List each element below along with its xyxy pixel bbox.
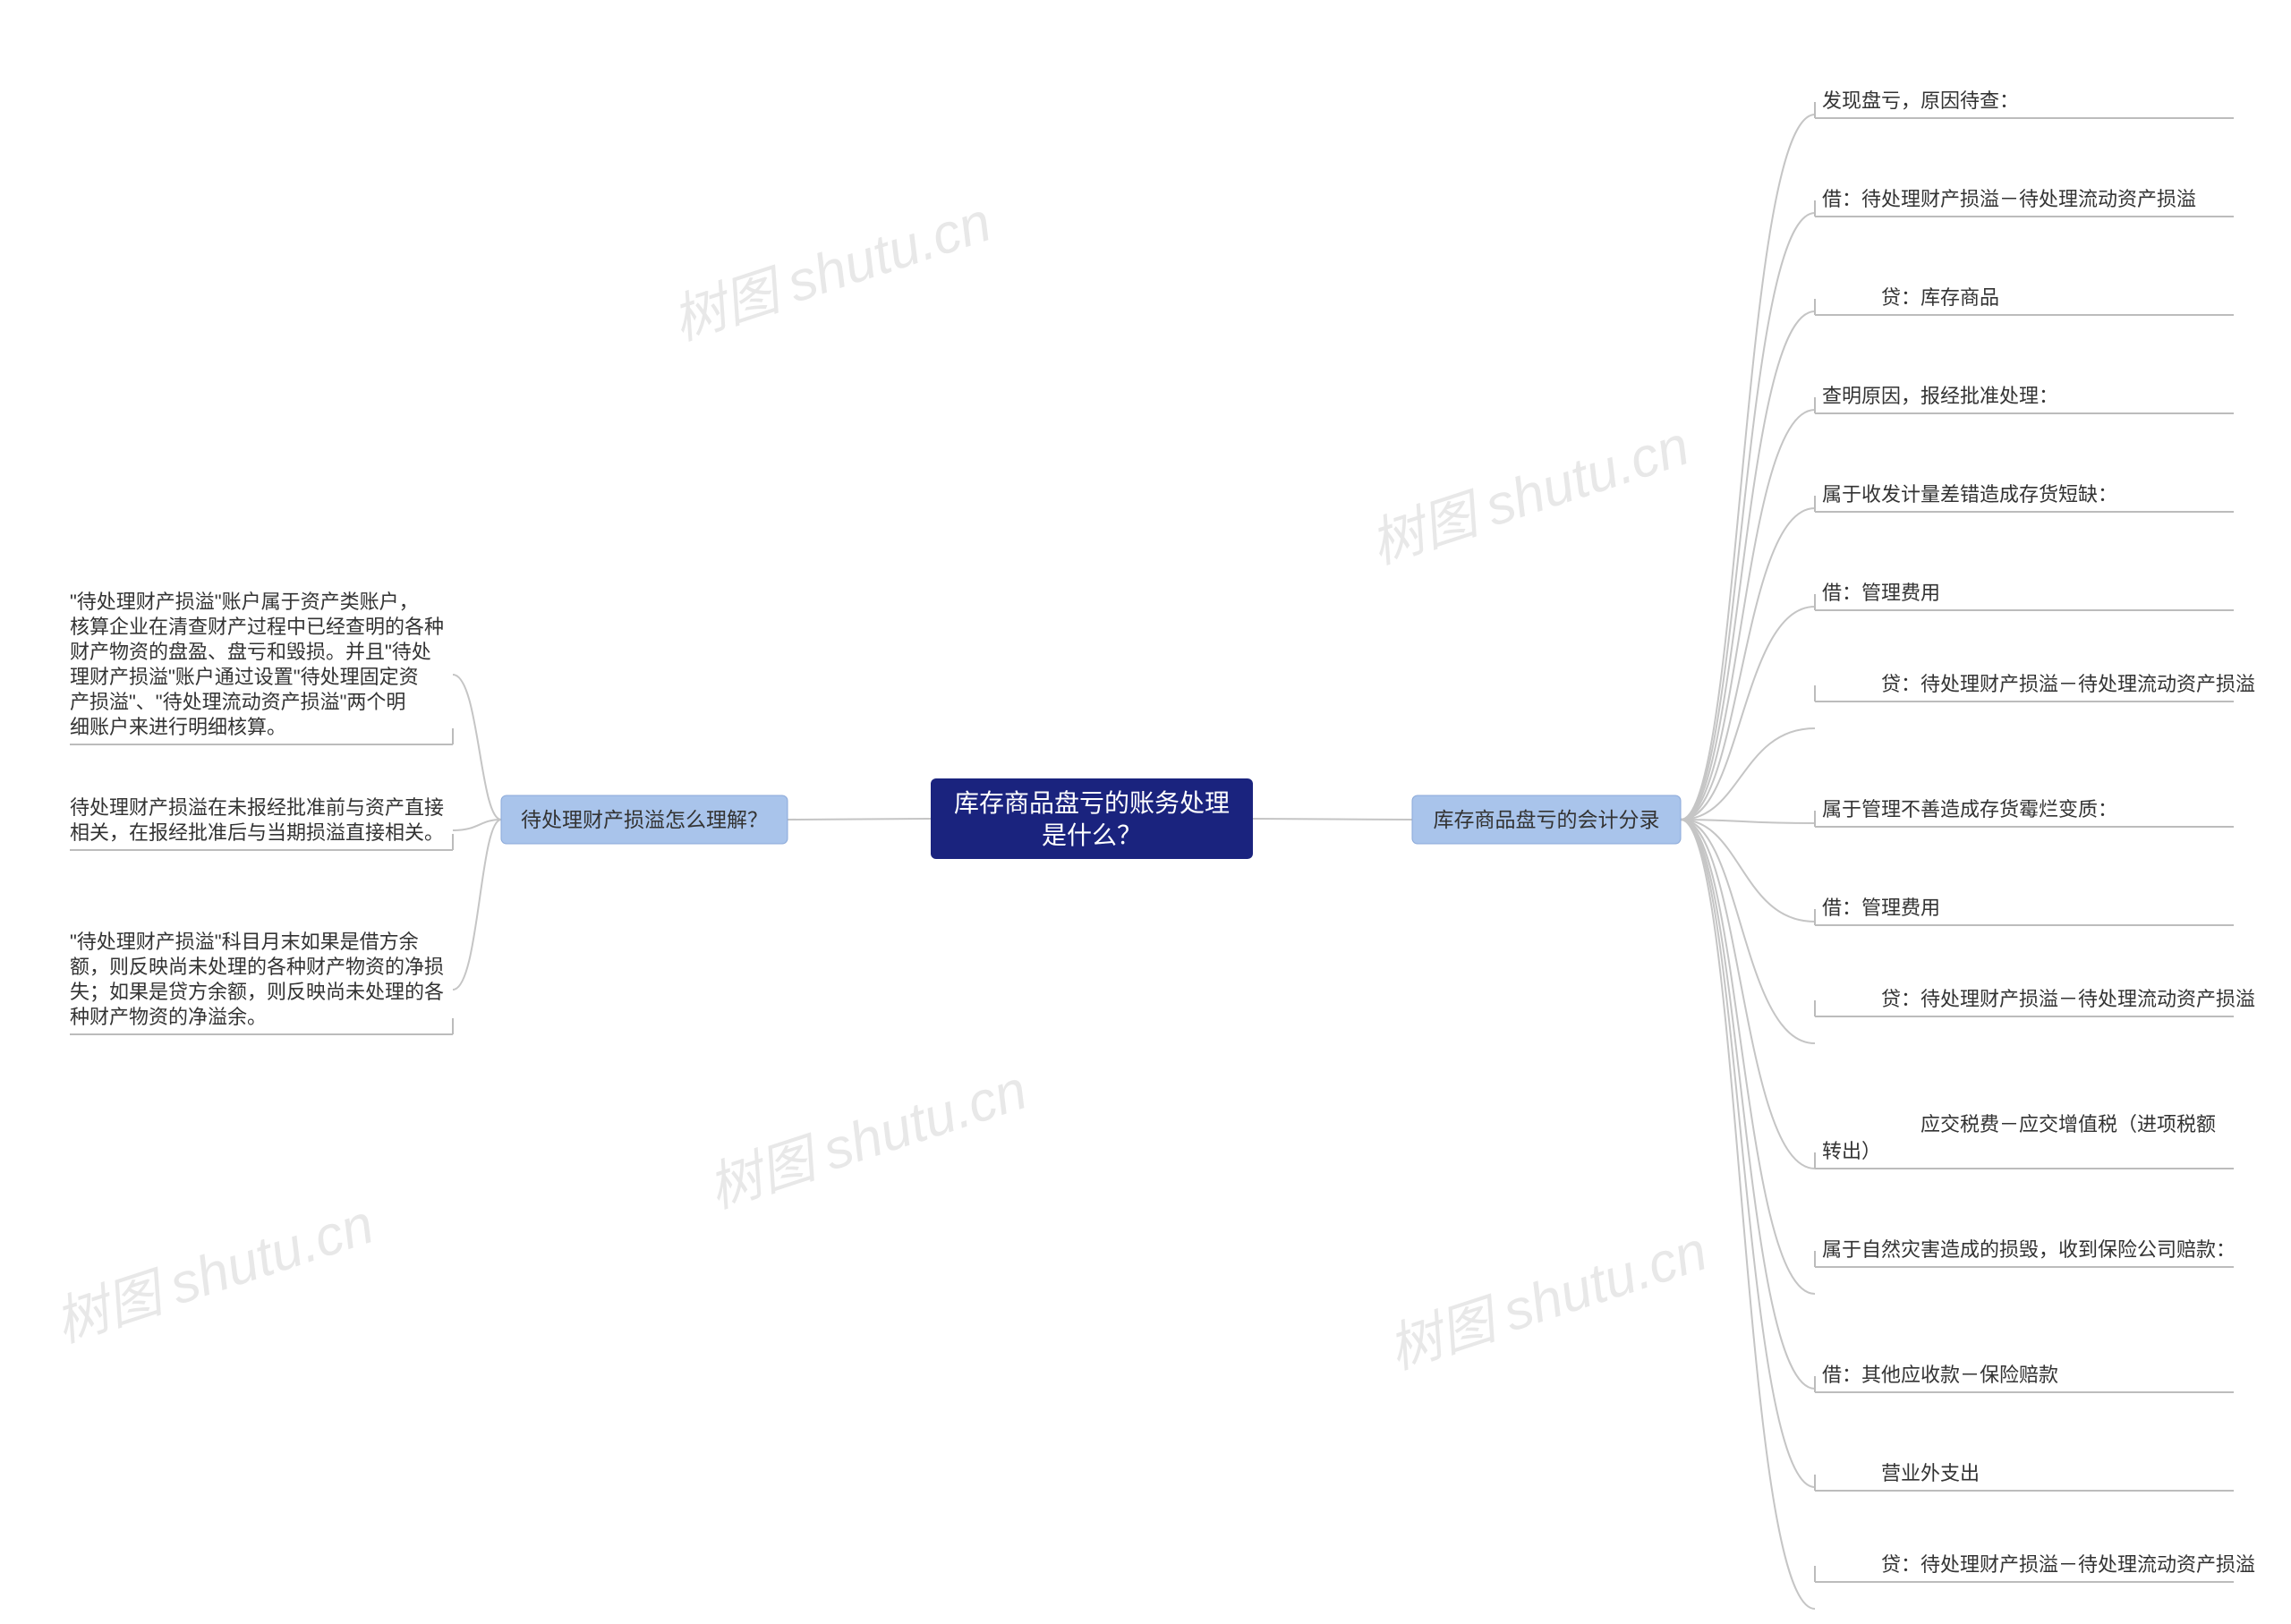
right-leaf-text: 借：其他应收款－保险赔款: [1822, 1364, 2058, 1386]
right-leaf-text: 应交税费－应交增值税（进项税额转出）: [1822, 1113, 2216, 1162]
svg-text:shutu.cn: shutu.cn: [779, 191, 998, 315]
right-leaf-text: 属于收发计量差错造成存货短缺：: [1822, 483, 2117, 506]
sub-node-left: 待处理财产损溢怎么理解？: [501, 795, 788, 844]
left-leaf: "待处理财产损溢"科目月末如果是借方余额，则反映尚未处理的各种财产物资的净损失；…: [70, 931, 453, 1034]
right-leaf: 贷：待处理财产损溢－待处理流动资产损溢: [1815, 988, 2255, 1016]
right-leaf: 应交税费－应交增值税（进项税额转出）: [1815, 1113, 2234, 1169]
right-leaf-text: 营业外支出: [1822, 1462, 1980, 1484]
right-leaf-text: 贷：待处理财产损溢－待处理流动资产损溢: [1822, 1553, 2255, 1576]
connector-right-leaf: [1681, 820, 1815, 1487]
right-leaf-text: 属于自然灾害造成的损毁，收到保险公司赔款：: [1822, 1238, 2236, 1261]
watermark: 树图shutu.cn: [1381, 1220, 1715, 1382]
connector-right-leaf: [1681, 820, 1815, 1389]
connector-right-leaf: [1681, 820, 1815, 823]
svg-text:树图: 树图: [666, 259, 792, 351]
svg-text:树图: 树图: [1364, 483, 1490, 574]
right-leaf: 营业外支出: [1815, 1462, 2234, 1491]
watermark: 树图shutu.cn: [1363, 415, 1697, 576]
right-leaf-text: 查明原因，报经批准处理：: [1822, 385, 2058, 407]
center-node: 库存商品盘亏的账务处理是什么？: [931, 778, 1253, 859]
connector-right-leaf: [1681, 311, 1815, 820]
watermark: 树图shutu.cn: [665, 191, 999, 353]
right-leaf: 借：其他应收款－保险赔款: [1815, 1364, 2234, 1392]
sub-node-left-label: 待处理财产损溢怎么理解？: [521, 808, 768, 831]
right-leaf: 借：管理费用: [1815, 582, 2234, 610]
svg-text:树图: 树图: [1382, 1288, 1508, 1380]
mindmap-canvas: 树图shutu.cn树图shutu.cn树图shutu.cn树图shutu.cn…: [0, 0, 2291, 1624]
watermark: 树图shutu.cn: [47, 1194, 381, 1355]
right-leaf-text: 借：管理费用: [1822, 897, 1940, 919]
right-leaf: 贷：待处理财产损溢－待处理流动资产损溢: [1815, 1553, 2255, 1582]
right-leaf-text: 贷：库存商品: [1822, 286, 1999, 309]
connector-left-leaf: [453, 675, 501, 820]
connector-right-leaf: [1681, 820, 1815, 1294]
connector-center-right: [1253, 819, 1412, 820]
right-leaf: 查明原因，报经批准处理：: [1815, 385, 2234, 413]
connector-right-leaf: [1681, 508, 1815, 820]
right-leaf-text: 贷：待处理财产损溢－待处理流动资产损溢: [1822, 673, 2255, 695]
right-leaf-text: 贷：待处理财产损溢－待处理流动资产损溢: [1822, 988, 2255, 1010]
right-leaf: 借：待处理财产损溢－待处理流动资产损溢: [1815, 188, 2234, 217]
left-leaf: 待处理财产损溢在未报经批准前与资产直接相关，在报经批准后与当期损溢直接相关。: [70, 796, 453, 850]
svg-text:shutu.cn: shutu.cn: [162, 1194, 380, 1317]
svg-text:shutu.cn: shutu.cn: [1478, 415, 1696, 539]
svg-text:树图: 树图: [702, 1127, 828, 1219]
left-leaf: "待处理财产损溢"账户属于资产类账户，核算企业在清查财产过程中已经查明的各种财产…: [70, 591, 453, 744]
connector-center-left: [788, 819, 931, 820]
left-leaf-text: "待处理财产损溢"科目月末如果是借方余额，则反映尚未处理的各种财产物资的净损失；…: [70, 931, 444, 1028]
svg-text:shutu.cn: shutu.cn: [815, 1059, 1034, 1183]
sub-node-right-label: 库存商品盘亏的会计分录: [1434, 808, 1660, 831]
right-leaf: 属于管理不善造成存货霉烂变质：: [1815, 798, 2234, 827]
right-leaf-text: 属于管理不善造成存货霉烂变质：: [1822, 798, 2117, 821]
right-leaf: 发现盘亏，原因待查：: [1815, 89, 2234, 118]
right-leaf: 借：管理费用: [1815, 897, 2234, 925]
right-leaf: 贷：待处理财产损溢－待处理流动资产损溢: [1815, 673, 2255, 701]
svg-text:shutu.cn: shutu.cn: [1495, 1220, 1714, 1344]
connector-right-leaf: [1681, 820, 1815, 1609]
right-leaf: 属于收发计量差错造成存货短缺：: [1815, 483, 2234, 512]
left-leaf-text: "待处理财产损溢"账户属于资产类账户，核算企业在清查财产过程中已经查明的各种财产…: [70, 591, 444, 738]
right-leaf: 贷：库存商品: [1815, 286, 2234, 315]
connector-right-leaf: [1681, 820, 1815, 1169]
right-leaf-text: 借：待处理财产损溢－待处理流动资产损溢: [1822, 188, 2196, 210]
watermark: 树图shutu.cn: [701, 1059, 1035, 1220]
connector-left-leaf: [453, 820, 501, 990]
right-leaf-text: 借：管理费用: [1822, 582, 1940, 604]
right-leaf-text: 发现盘亏，原因待查：: [1822, 89, 2019, 112]
sub-node-right: 库存商品盘亏的会计分录: [1412, 795, 1681, 844]
left-leaf-text: 待处理财产损溢在未报经批准前与资产直接相关，在报经批准后与当期损溢直接相关。: [70, 796, 444, 844]
right-leaf: 属于自然灾害造成的损毁，收到保险公司赔款：: [1815, 1238, 2236, 1267]
svg-text:树图: 树图: [48, 1262, 175, 1353]
